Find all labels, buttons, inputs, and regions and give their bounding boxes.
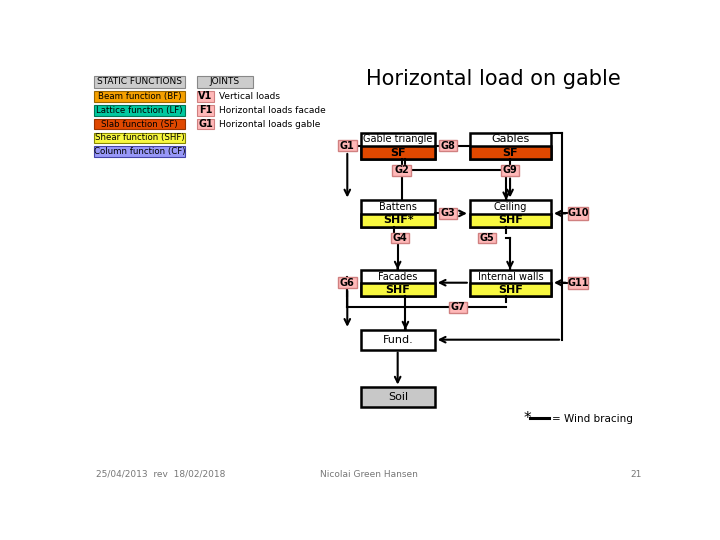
Text: 25/04/2013  rev  18/02/2018: 25/04/2013 rev 18/02/2018 [96, 470, 225, 479]
Text: JOINTS: JOINTS [210, 77, 240, 86]
Text: G10: G10 [567, 208, 589, 218]
Text: Nicolai Green Hansen: Nicolai Green Hansen [320, 470, 418, 479]
Bar [94, 91, 185, 102]
Bar [438, 140, 457, 151]
Bar [391, 233, 409, 244]
Text: G2: G2 [394, 165, 409, 176]
Bar [94, 105, 185, 116]
Text: Vertical loads: Vertical loads [219, 92, 279, 101]
Text: SHF*: SHF* [383, 215, 413, 225]
Text: Gables: Gables [491, 134, 530, 145]
Text: SHF: SHF [498, 285, 523, 295]
Text: STATIC FUNCTIONS: STATIC FUNCTIONS [97, 77, 182, 86]
Text: G8: G8 [441, 140, 456, 151]
Bar [449, 302, 467, 313]
Text: V1: V1 [198, 91, 212, 102]
Text: G5: G5 [480, 233, 494, 243]
Bar [469, 146, 551, 159]
Text: Fund.: Fund. [383, 335, 413, 345]
Bar [94, 146, 185, 157]
Bar [568, 207, 588, 220]
Bar [361, 269, 435, 296]
Text: G11: G11 [567, 278, 589, 288]
Text: *: * [524, 411, 531, 427]
Text: Horizontal loads facade: Horizontal loads facade [219, 106, 325, 114]
Text: G1: G1 [198, 119, 213, 129]
Bar [438, 208, 457, 219]
Bar [94, 76, 185, 88]
Bar [568, 276, 588, 289]
Text: Battens: Battens [379, 202, 417, 212]
Text: F1: F1 [199, 105, 212, 115]
Bar [469, 132, 551, 159]
Bar [361, 146, 435, 159]
Bar [197, 76, 253, 88]
Text: Column function (CF): Column function (CF) [94, 147, 185, 156]
Text: Lattice function (LF): Lattice function (LF) [96, 106, 183, 114]
Text: 21: 21 [631, 470, 642, 479]
Bar [477, 233, 496, 244]
Text: G3: G3 [441, 208, 456, 218]
Text: G7: G7 [451, 302, 466, 312]
Bar [94, 119, 185, 130]
Text: Horizontal loads gable: Horizontal loads gable [219, 119, 320, 129]
Bar [94, 132, 185, 143]
Text: SHF: SHF [386, 285, 410, 295]
Text: SF: SF [390, 147, 406, 158]
Text: Facades: Facades [379, 272, 418, 281]
Text: Ceiling: Ceiling [494, 202, 527, 212]
Bar [361, 284, 435, 296]
Text: SF: SF [503, 147, 518, 158]
Bar [361, 330, 435, 350]
Bar [469, 269, 551, 296]
Bar [469, 284, 551, 296]
Bar [361, 200, 435, 226]
Text: Beam function (BF): Beam function (BF) [98, 92, 181, 101]
Bar [197, 91, 214, 102]
Text: G1: G1 [340, 140, 355, 151]
Text: Slab function (SF): Slab function (SF) [102, 119, 178, 129]
Text: Gable triangle: Gable triangle [364, 134, 433, 145]
Bar [392, 165, 411, 176]
Bar [197, 119, 214, 130]
Text: = Wind bracing: = Wind bracing [552, 414, 633, 424]
Bar [197, 105, 214, 116]
Bar [469, 200, 551, 226]
Text: Internal walls: Internal walls [477, 272, 544, 281]
Bar [338, 140, 356, 151]
Text: SHF: SHF [498, 215, 523, 225]
Bar [361, 387, 435, 408]
Text: G6: G6 [340, 278, 355, 288]
Bar [500, 165, 519, 176]
Text: G9: G9 [503, 165, 518, 176]
Text: Soil: Soil [388, 393, 408, 402]
Text: Shear function (SHF): Shear function (SHF) [95, 133, 184, 143]
Bar [469, 214, 551, 226]
Text: G4: G4 [392, 233, 408, 243]
Bar [338, 278, 356, 288]
Text: Horizontal load on gable: Horizontal load on gable [366, 69, 621, 89]
Bar [361, 214, 435, 226]
Bar [361, 132, 435, 159]
